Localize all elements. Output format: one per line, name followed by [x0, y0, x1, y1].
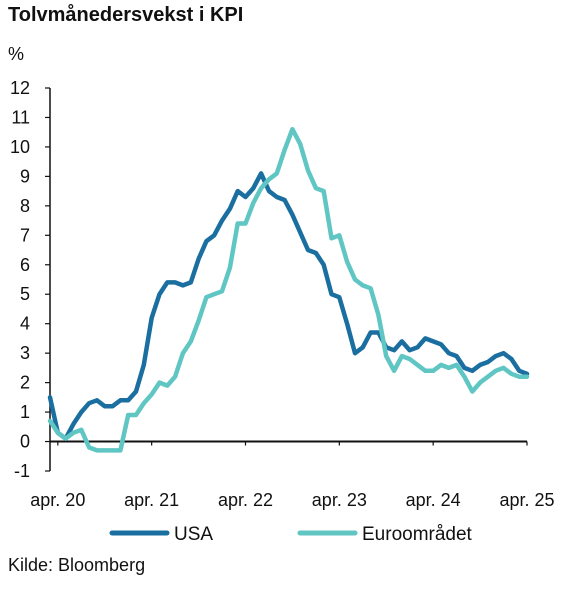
y-tick-label: 8 [20, 196, 30, 216]
x-axis-tick-labels: apr. 20 apr. 21 apr. 22 apr. 23 apr. 24 apr. … [30, 490, 554, 510]
series-lines [47, 126, 530, 453]
x-tick-label: apr. 23 [312, 490, 367, 510]
y-tick-label: 2 [20, 373, 30, 393]
y-tick-label: 10 [10, 137, 30, 157]
y-tick-label: 11 [11, 107, 30, 127]
legend-label: USA [174, 524, 213, 545]
x-tick-label: apr. 25 [499, 490, 554, 510]
legend-label: Euroområdet [362, 524, 473, 545]
chart-title: Tolvmånedersvekst i KPI [8, 4, 244, 26]
y-tick-label: 7 [20, 225, 30, 245]
y-tick-label: 0 [20, 432, 30, 452]
source-note: Kilde: Bloomberg [8, 555, 146, 575]
y-tick-label: 3 [20, 343, 30, 363]
y-tick-label: -1 [14, 461, 30, 481]
legend: USA Euroområdet [109, 524, 473, 545]
x-tick-label: apr. 24 [406, 490, 461, 510]
series-line-usa [47, 171, 530, 441]
y-tick-label: 9 [20, 166, 30, 186]
y-tick-label: 1 [20, 402, 30, 422]
y-axis-unit-label: % [8, 44, 25, 64]
y-tick-label: 12 [10, 78, 30, 98]
y-tick-label: 6 [20, 255, 30, 275]
y-tick-label: 5 [20, 284, 30, 304]
series-line-euroomradet [47, 126, 530, 453]
x-tick-label: apr. 20 [30, 490, 85, 510]
y-tick-label: 4 [20, 314, 30, 334]
x-tick-label: apr. 22 [218, 490, 273, 510]
x-tick-label: apr. 21 [124, 490, 179, 510]
